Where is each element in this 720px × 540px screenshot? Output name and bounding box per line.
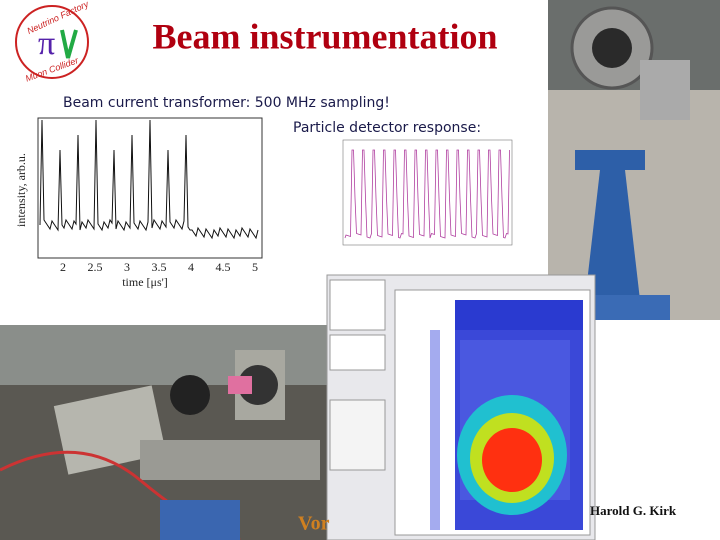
screenshot: [326, 274, 596, 540]
logo-top: Neutrino Factory: [25, 0, 90, 36]
x-tick-label: 2: [60, 260, 66, 274]
x-axis-label: time [μs']: [122, 275, 168, 289]
footer-fragment: Vor: [298, 513, 330, 535]
x-tick-label: 5: [252, 260, 258, 274]
detector-plot: [342, 139, 513, 246]
x-tick-label: 3.5: [152, 260, 167, 274]
x-tick-label: 4.5: [216, 260, 231, 274]
y-axis-label: intensity, arb.u.: [14, 153, 28, 227]
logo: Neutrino Factory Muon Collider π: [15, 0, 90, 84]
x-tick-label: 2.5: [88, 260, 103, 274]
caption: Beam current transformer: 500 MHz sampli…: [63, 95, 390, 111]
bct-plot: [37, 117, 263, 259]
slide-title: Beam instrumentation: [153, 16, 498, 56]
photo-bottom: [0, 325, 330, 540]
photo-right: [548, 0, 720, 320]
footer-author: Harold G. Kirk: [590, 503, 677, 518]
x-tick-label: 3: [124, 260, 130, 274]
logo-symbol: π: [38, 25, 55, 62]
caption: Particle detector response:: [293, 120, 481, 136]
x-tick-label: 4: [188, 260, 194, 274]
